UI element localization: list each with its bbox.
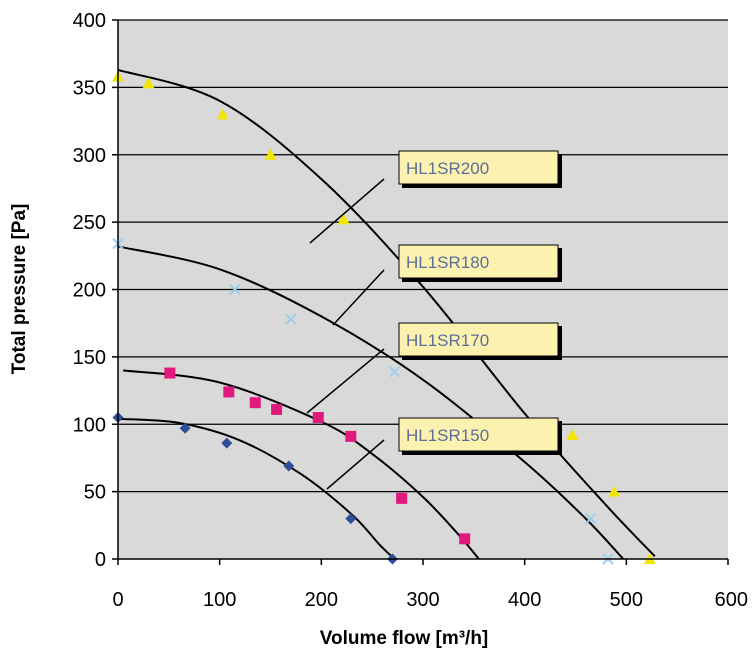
y-tick-label: 300: [73, 145, 106, 167]
callout-box-hl1sr170: [398, 322, 559, 357]
marker-stroke: [285, 313, 297, 325]
marker-stroke: [229, 283, 241, 296]
callout-leader-hl1sr180: [332, 269, 385, 326]
y-tick-label: 400: [73, 10, 106, 32]
y-tick-label: 100: [73, 414, 106, 436]
marker-stroke: [585, 512, 597, 525]
callout-label-hl1sr200: HL1SR200: [406, 159, 489, 178]
x-tick-label: 500: [610, 589, 643, 611]
callout-leader-hl1sr170: [306, 348, 385, 414]
curve-hl1sr170: [122, 369, 480, 560]
curve-hl1sr150: [117, 417, 396, 560]
x-tick-label: 600: [715, 589, 748, 611]
x-tick-label: 0: [112, 589, 123, 611]
callout-box-hl1sr180: [398, 244, 559, 279]
marker-hl1sr150: [179, 422, 191, 434]
marker-hl1sr180: [229, 283, 241, 296]
callout-leader-hl1sr150: [326, 439, 385, 490]
marker-hl1sr180: [585, 512, 597, 525]
callout-label-hl1sr170: HL1SR170: [406, 331, 489, 350]
x-axis-title: Volume flow [m³/h]: [320, 628, 489, 649]
callout-box-hl1sr200: [398, 150, 559, 185]
fan-curves: [117, 68, 656, 560]
x-tick-label: 200: [305, 589, 338, 611]
y-axis-title: Total pressure [Pa]: [9, 204, 30, 375]
marker-hl1sr170: [249, 397, 261, 409]
marker-hl1sr170: [459, 533, 471, 545]
x-tick-label: 300: [406, 589, 439, 611]
y-tick-label: 200: [73, 280, 106, 302]
marker-hl1sr200: [337, 213, 350, 225]
x-tick-label: 400: [508, 589, 541, 611]
marker-hl1sr150: [221, 437, 233, 449]
y-tick-label: 350: [73, 77, 106, 99]
x-tick-label: 100: [203, 589, 236, 611]
y-tick-label: 250: [73, 212, 106, 234]
curve-hl1sr200: [117, 68, 656, 557]
tick-labels: 0 50 100 150 200 250 300 350 400 0 100 200 300 400 500…: [73, 10, 748, 611]
marker-hl1sr170: [271, 403, 283, 415]
marker-hl1sr170: [312, 412, 324, 424]
y-tick-label: 50: [84, 482, 106, 504]
callout-box-hl1sr150: [398, 417, 559, 452]
marker-hl1sr150: [345, 513, 357, 525]
callout-label-hl1sr150: HL1SR150: [406, 426, 489, 445]
callout-leader-hl1sr200: [309, 178, 385, 244]
marker-hl1sr170: [164, 367, 176, 379]
marker-hl1sr180: [285, 313, 297, 325]
callout-label-hl1sr180: HL1SR180: [406, 253, 489, 272]
series-callouts: HL1SR200 HL1SR180 HL1SR170 HL1SR150: [306, 150, 562, 490]
y-tick-label: 150: [73, 347, 106, 369]
y-tick-label: 0: [95, 549, 106, 571]
marker-hl1sr180: [388, 365, 401, 378]
marker-hl1sr200: [608, 485, 621, 497]
marker-hl1sr150: [283, 460, 295, 472]
marker-hl1sr170: [396, 492, 408, 504]
marker-stroke: [388, 365, 401, 378]
marker-hl1sr200: [566, 429, 579, 441]
marker-hl1sr200: [142, 77, 155, 89]
marker-hl1sr170: [345, 430, 357, 442]
marker-hl1sr170: [223, 386, 235, 398]
marker-hl1sr200: [264, 148, 277, 160]
curve-hl1sr180: [117, 245, 625, 560]
marker-hl1sr200: [216, 108, 229, 120]
